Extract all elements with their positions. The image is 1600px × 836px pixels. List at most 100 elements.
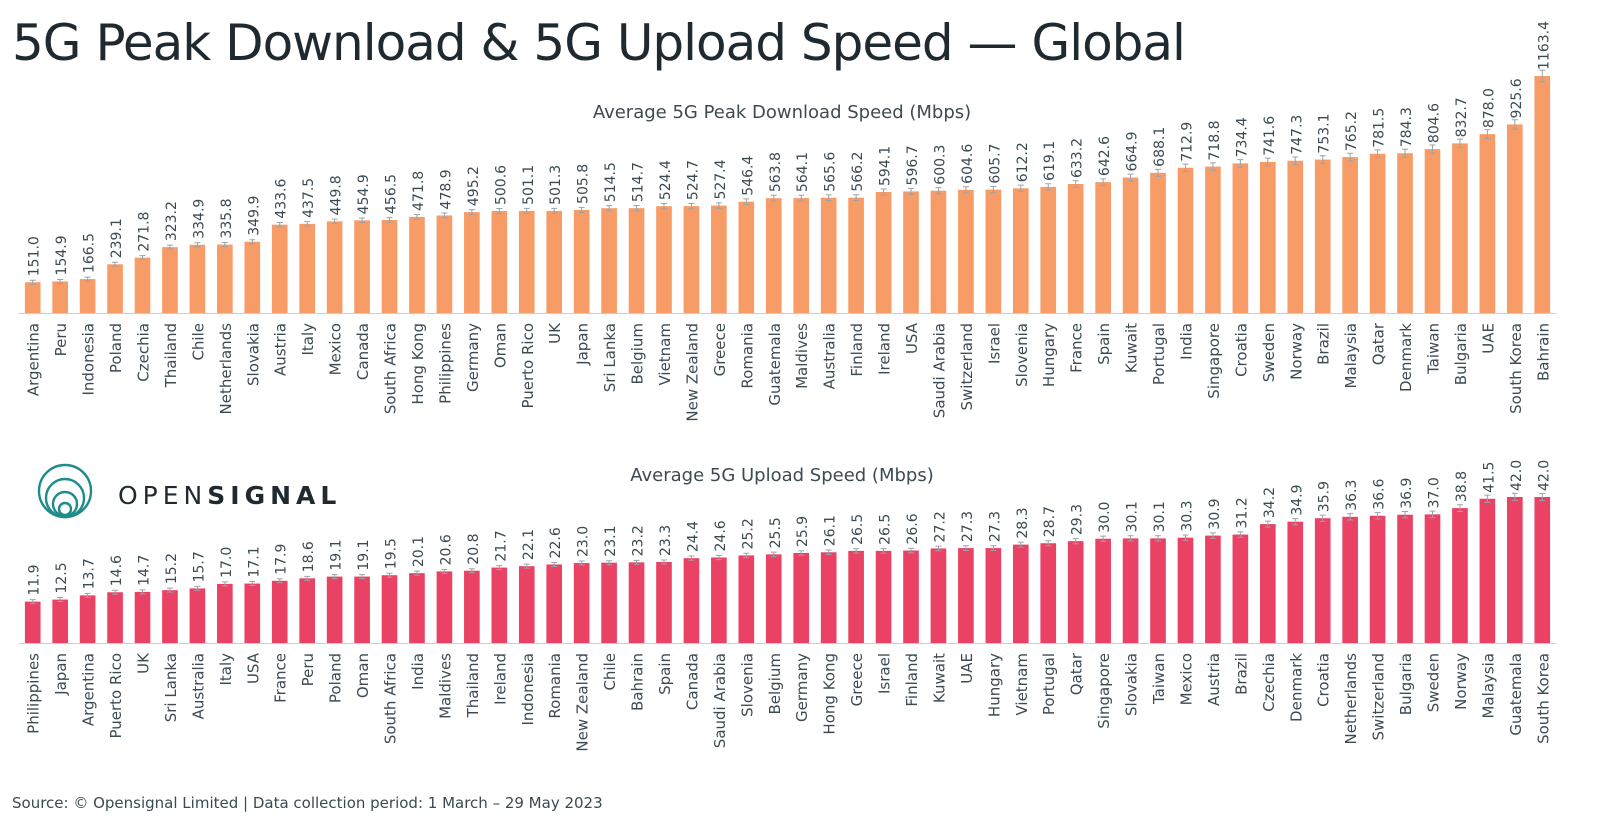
x-tick-label: Czechia xyxy=(1260,653,1278,712)
error-bar xyxy=(221,242,228,248)
x-tick-label: Indonesia xyxy=(519,653,537,726)
x-tick-label: Netherlands xyxy=(217,323,235,415)
error-bar xyxy=(359,574,366,580)
bar xyxy=(628,562,645,643)
x-tick-label: Finland xyxy=(903,653,921,707)
error-bar xyxy=(770,551,777,558)
bar xyxy=(381,575,398,643)
data-label: 501.1 xyxy=(521,165,537,205)
x-tick-label: Bulgaria xyxy=(1452,323,1470,385)
data-label: 30.9 xyxy=(1207,498,1223,529)
x-tick-label: Israel xyxy=(876,653,894,694)
x-tick-label: New Zealand xyxy=(574,653,592,752)
data-label: 747.3 xyxy=(1289,115,1305,155)
x-tick-label: Thailand xyxy=(162,323,180,388)
error-bar xyxy=(276,578,283,584)
bar xyxy=(573,209,590,313)
error-bar xyxy=(1402,511,1409,519)
x-tick-label: Slovakia xyxy=(1123,653,1141,716)
data-label: 11.9 xyxy=(27,564,43,595)
error-bar xyxy=(331,218,338,225)
opensignal-logo-icon xyxy=(37,463,93,519)
x-tick-label: Portugal xyxy=(1150,323,1168,385)
data-label: 781.5 xyxy=(1372,108,1388,148)
data-label: 30.1 xyxy=(1152,501,1168,532)
error-bar xyxy=(743,552,750,559)
data-label: 605.7 xyxy=(987,144,1003,184)
bar xyxy=(1397,153,1413,313)
bar xyxy=(1067,184,1084,313)
error-bar xyxy=(249,581,256,587)
x-tick-label: Greece xyxy=(711,323,729,376)
bar xyxy=(52,599,68,643)
error-bar xyxy=(551,207,558,214)
error-bar xyxy=(660,203,667,210)
bar xyxy=(1479,134,1496,313)
x-tick-label: Saudi Arabia xyxy=(711,653,729,748)
bar xyxy=(107,592,123,643)
bar xyxy=(491,211,508,313)
data-label: 30.1 xyxy=(1125,501,1141,532)
error-bar xyxy=(194,585,201,591)
error-bar xyxy=(798,550,805,556)
x-tick-label: Switzerland xyxy=(1370,653,1388,741)
x-tick-label: Belgium xyxy=(766,653,784,715)
data-label: 449.8 xyxy=(329,175,345,215)
error-bar xyxy=(523,563,530,569)
x-tick-label: Ireland xyxy=(491,653,509,705)
error-bar xyxy=(139,255,146,261)
error-bar xyxy=(359,217,366,224)
bar xyxy=(409,216,425,313)
data-label: 564.1 xyxy=(795,152,811,192)
data-label: 19.1 xyxy=(356,539,372,570)
x-tick-label: Guatemala xyxy=(1507,653,1525,736)
error-bar xyxy=(1539,69,1546,83)
data-label: 27.3 xyxy=(960,511,976,542)
bar xyxy=(1012,544,1029,643)
error-bar xyxy=(633,205,640,212)
error-bar xyxy=(715,554,722,561)
x-tick-label: Hong Kong xyxy=(409,323,427,405)
bar xyxy=(765,554,782,643)
bar xyxy=(738,555,755,643)
x-tick-label: New Zealand xyxy=(683,323,701,422)
error-bar xyxy=(386,572,393,578)
x-tick-label: Malaysia xyxy=(1342,323,1360,389)
bar xyxy=(903,191,919,313)
error-bar xyxy=(1539,492,1546,502)
data-label: 17.0 xyxy=(219,547,235,578)
bar xyxy=(683,206,700,313)
bar xyxy=(958,189,974,313)
x-tick-label: Ireland xyxy=(876,323,894,375)
bar xyxy=(1040,543,1057,643)
error-bar xyxy=(1072,538,1079,545)
x-tick-label: Vietnam xyxy=(1013,653,1031,716)
error-bar xyxy=(166,587,173,593)
x-tick-label: Romania xyxy=(546,653,564,719)
data-label: 166.5 xyxy=(82,233,98,273)
error-bar xyxy=(249,239,256,245)
x-tick-label: Malaysia xyxy=(1479,653,1497,719)
data-label: 335.8 xyxy=(219,198,235,238)
data-label: 36.3 xyxy=(1344,480,1360,511)
bar xyxy=(875,191,892,313)
data-label: 23.1 xyxy=(603,526,619,557)
data-label: 20.6 xyxy=(438,534,454,565)
error-bar xyxy=(1209,532,1216,539)
x-tick-label: Spain xyxy=(1095,323,1113,365)
bar xyxy=(738,201,755,313)
download-chart: Average 5G Peak Download Speed (Mbps) 151… xyxy=(19,21,1556,422)
error-bar xyxy=(166,244,173,250)
data-label: 514.5 xyxy=(603,162,619,202)
error-bar xyxy=(578,206,585,214)
data-label: 18.6 xyxy=(301,541,317,572)
x-tick-label: Kuwait xyxy=(1123,323,1141,373)
data-label: 505.8 xyxy=(576,164,592,204)
data-label: 41.5 xyxy=(1481,462,1497,493)
bar xyxy=(1507,497,1523,643)
error-bar xyxy=(1100,535,1107,542)
error-bar xyxy=(304,575,311,581)
error-bar xyxy=(551,561,558,567)
x-tick-label: Croatia xyxy=(1315,653,1333,707)
bar xyxy=(985,189,1002,313)
